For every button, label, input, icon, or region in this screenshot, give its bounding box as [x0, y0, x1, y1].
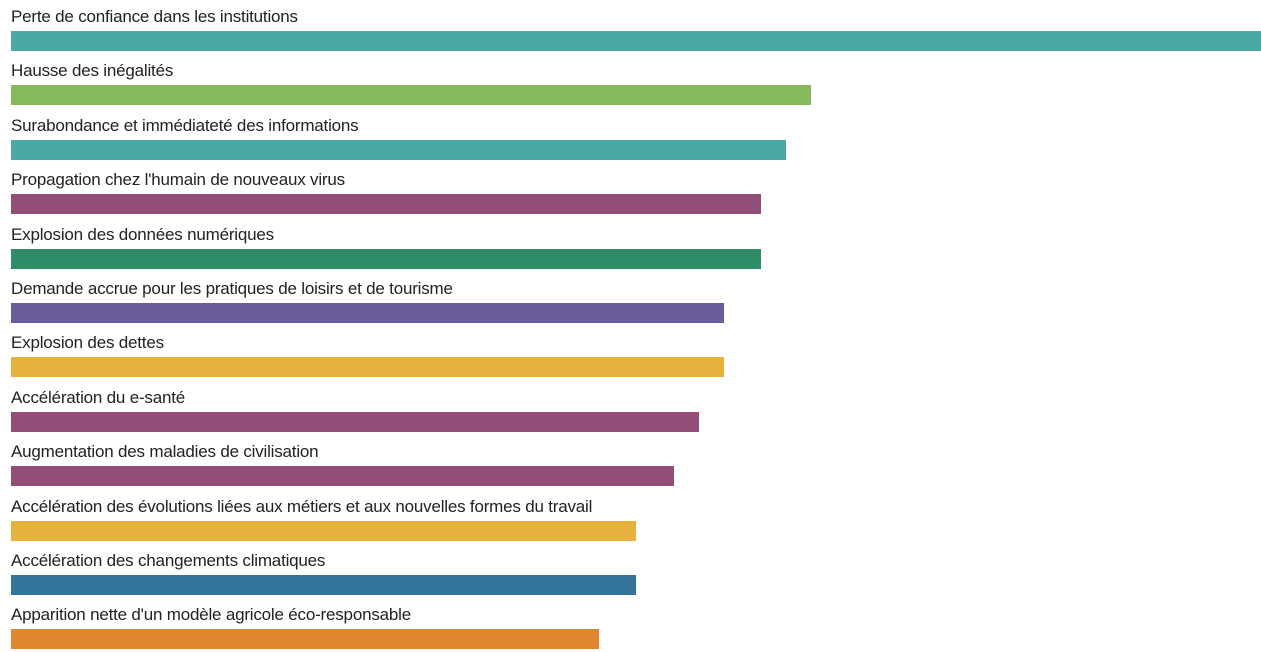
bar-label: Accélération des changements climatiques: [11, 551, 326, 570]
bar-label: Augmentation des maladies de civilisatio…: [11, 442, 319, 462]
bar-row: Augmentation des maladies de civilisatio…: [0, 435, 1261, 489]
bar-label: Accélération des évolutions liées aux mé…: [11, 496, 593, 516]
bar-row: Demande accrue pour les pratiques de loi…: [0, 272, 1261, 326]
bar: [11, 303, 724, 323]
bar: [11, 466, 674, 487]
bar-row: Hausse des inégalités: [0, 54, 1261, 108]
bar-label: Apparition nette d'un modèle agricole éc…: [11, 605, 411, 625]
bar: [11, 520, 636, 541]
bar-label: Propagation chez l'humain de nouveaux vi…: [11, 170, 345, 190]
bar-label: Perte de confiance dans les institutions: [11, 7, 298, 26]
bar: [11, 194, 761, 215]
bar-row: Perte de confiance dans les institutions: [0, 0, 1261, 54]
bar: [11, 248, 761, 269]
bar: [11, 139, 786, 160]
bar-row: Accélération du e-santé: [0, 381, 1261, 435]
bar-row: Propagation chez l'humain de nouveaux vi…: [0, 163, 1261, 217]
bar-row: Accélération des évolutions liées aux mé…: [0, 490, 1261, 544]
bar: [11, 411, 699, 432]
bar: [11, 85, 811, 106]
bar-label: Accélération du e-santé: [11, 387, 186, 407]
bar-label: Hausse des inégalités: [11, 61, 174, 81]
bar-label: Explosion des dettes: [11, 333, 164, 353]
bar-label: Explosion des données numériques: [11, 224, 274, 244]
bar-row: Apparition nette d'un modèle agricole éc…: [0, 598, 1261, 652]
bar: [11, 575, 636, 595]
bar-row: Accélération des changements climatiques: [0, 544, 1261, 598]
bar: [11, 629, 599, 650]
bar-row: Explosion des données numériques: [0, 218, 1261, 272]
bar: [11, 357, 724, 378]
bar-label: Demande accrue pour les pratiques de loi…: [11, 279, 453, 298]
bar-row: Surabondance et immédiateté des informat…: [0, 109, 1261, 163]
bar: [11, 31, 1261, 51]
bar-row: Explosion des dettes: [0, 326, 1261, 380]
bar-label: Surabondance et immédiateté des informat…: [11, 115, 359, 135]
